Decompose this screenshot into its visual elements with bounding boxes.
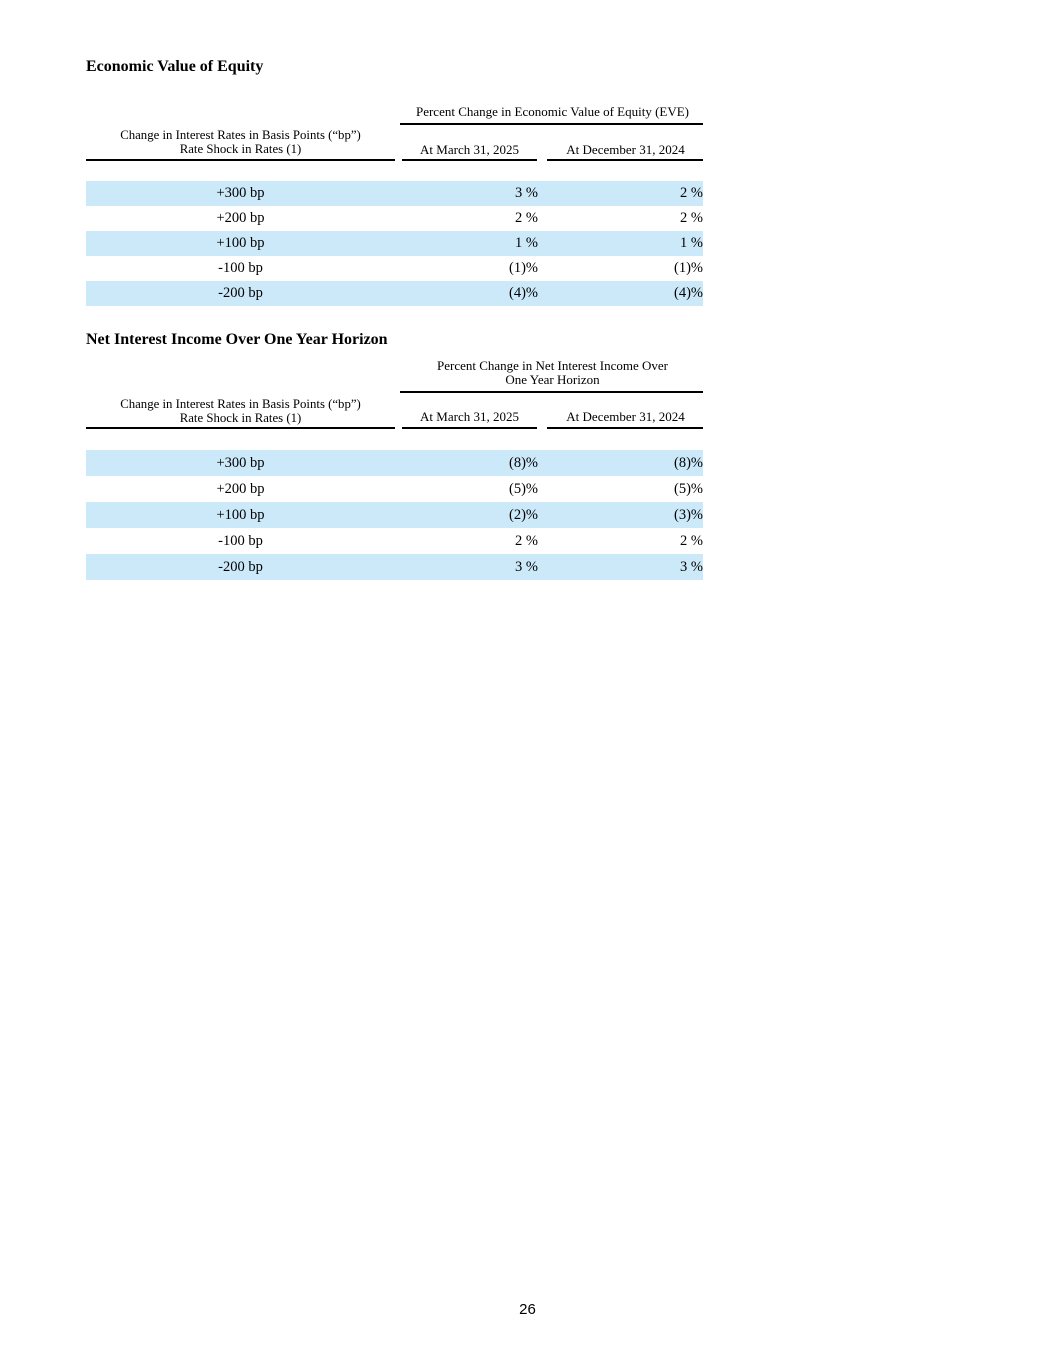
mar2025-column-rule: [402, 159, 537, 161]
row-label-header-line1: Change in Interest Rates in Basis Points…: [120, 128, 361, 142]
value-mar2025: (8)%: [509, 454, 538, 471]
table-row: +300 bp 3 % 2 %: [86, 181, 703, 206]
row-label-header: Change in Interest Rates in Basis Points…: [86, 397, 395, 425]
mar2025-column-rule: [402, 427, 537, 429]
table-row: -200 bp (4)% (4)%: [86, 281, 703, 306]
row-label: -200 bp: [218, 558, 263, 575]
span-header-line1: Percent Change in Net Interest Income Ov…: [436, 358, 669, 373]
value-dec2024: (1)%: [674, 260, 703, 276]
label-column-rule: [86, 427, 395, 429]
span-header-line2: One Year Horizon: [505, 371, 600, 387]
value-dec2024: 3 %: [680, 558, 703, 575]
row-label: +200 bp: [216, 210, 265, 226]
col-header-dec2024: At December 31, 2024: [566, 409, 685, 424]
value-mar2025: 2 %: [515, 210, 538, 226]
row-label: +100 bp: [216, 235, 265, 251]
section-title-nii: Net Interest Income Over One Year Horizo…: [86, 331, 388, 348]
table-row: -100 bp 2 % 2 %: [86, 528, 703, 554]
value-mar2025: (1)%: [509, 260, 538, 276]
page-number: 26: [519, 1301, 536, 1318]
table-row: +200 bp (5)% (5)%: [86, 476, 703, 502]
value-dec2024: (8)%: [674, 454, 703, 471]
label-column-rule: [86, 159, 395, 161]
span-column-header-eve: Percent Change in Economic Value of Equi…: [415, 104, 690, 119]
span-header-rule: [400, 123, 703, 125]
dec2024-column-rule: [547, 427, 703, 429]
value-mar2025: (5)%: [509, 480, 538, 497]
col-header-mar2025: At March 31, 2025: [420, 409, 519, 424]
table-row: -100 bp (1)% (1)%: [86, 256, 703, 281]
value-dec2024: (5)%: [674, 480, 703, 497]
row-label-header: Change in Interest Rates in Basis Points…: [86, 128, 395, 156]
value-mar2025: 1 %: [515, 235, 538, 251]
row-label-header-line2: Rate Shock in Rates (1): [179, 141, 302, 156]
value-dec2024: 1 %: [680, 235, 703, 251]
value-dec2024: (4)%: [674, 285, 703, 301]
table-row: -200 bp 3 % 3 %: [86, 554, 703, 580]
row-label-header-line2: Rate Shock in Rates (1): [179, 410, 302, 425]
row-label-header-line1: Change in Interest Rates in Basis Points…: [120, 397, 361, 411]
row-label: -200 bp: [218, 285, 263, 301]
value-dec2024: (3)%: [674, 506, 703, 523]
col-header-mar2025: At March 31, 2025: [420, 142, 519, 157]
row-label: +100 bp: [216, 506, 265, 523]
value-mar2025: 3 %: [515, 558, 538, 575]
nii-table-body: +300 bp (8)% (8)% +200 bp (5)% (5)% +100…: [86, 450, 703, 580]
row-label: -100 bp: [218, 532, 263, 549]
section-title-eve: Economic Value of Equity: [86, 58, 264, 75]
value-dec2024: 2 %: [680, 532, 703, 549]
row-label: -100 bp: [218, 260, 263, 276]
table-row: +100 bp 1 % 1 %: [86, 231, 703, 256]
span-column-header-nii: Percent Change in Net Interest Income Ov…: [402, 359, 703, 386]
value-mar2025: (2)%: [509, 506, 538, 523]
table-row: +100 bp (2)% (3)%: [86, 502, 703, 528]
value-mar2025: 2 %: [515, 532, 538, 549]
row-label: +300 bp: [216, 185, 265, 201]
value-dec2024: 2 %: [680, 210, 703, 226]
value-mar2025: (4)%: [509, 285, 538, 301]
value-dec2024: 2 %: [680, 185, 703, 201]
span-header-rule: [400, 391, 703, 393]
col-header-dec2024: At December 31, 2024: [566, 142, 685, 157]
row-label: +200 bp: [216, 480, 265, 497]
table-row: +200 bp 2 % 2 %: [86, 206, 703, 231]
row-label: +300 bp: [216, 454, 265, 471]
dec2024-column-rule: [547, 159, 703, 161]
eve-table-body: +300 bp 3 % 2 % +200 bp 2 % 2 % +100 bp …: [86, 181, 703, 306]
value-mar2025: 3 %: [515, 185, 538, 201]
table-row: +300 bp (8)% (8)%: [86, 450, 703, 476]
